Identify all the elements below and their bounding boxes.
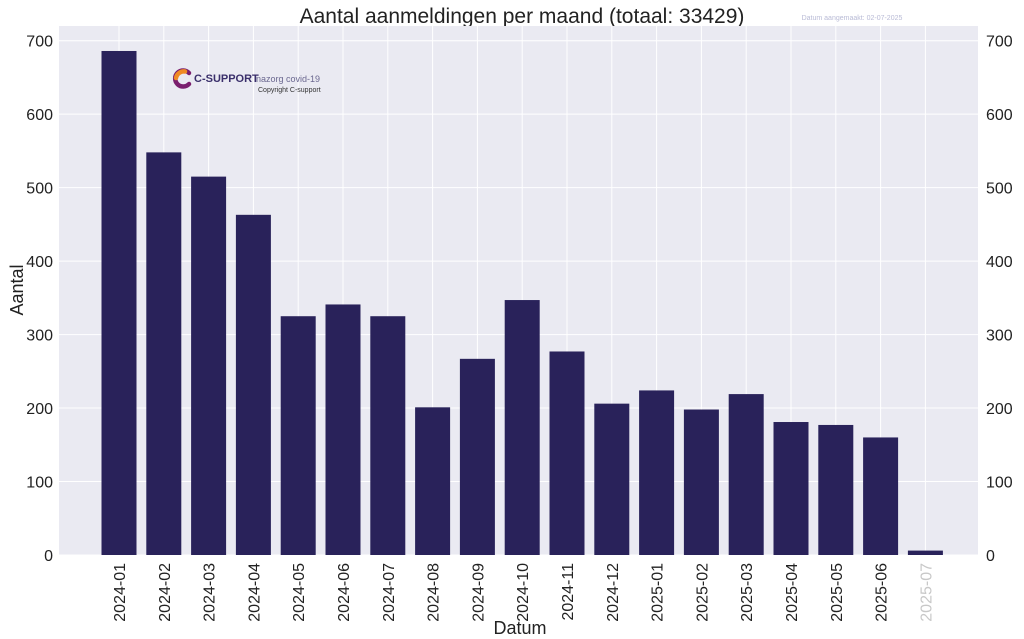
bars	[101, 50, 943, 556]
x-axis: 2024-01 2024-02 2024-03 2024-04 2024-05 2024-…	[112, 563, 935, 622]
y-tick-label-left: 500	[26, 181, 53, 198]
copyright-text: Copyright C-support	[258, 87, 321, 94]
bar-2024-08	[415, 407, 451, 555]
x-tick-label: 2025-06	[874, 563, 891, 622]
x-tick-label: 2024-09	[470, 563, 487, 622]
bar-2025-02	[683, 409, 719, 555]
x-tick-label: 2025-07	[918, 563, 935, 622]
bar-2024-09	[459, 358, 495, 555]
y-tick-label-left: 700	[26, 34, 53, 51]
brand-name: C-SUPPORT	[194, 73, 259, 85]
x-tick-label: 2024-03	[202, 563, 219, 622]
creation-date-note: Datum aangemaakt: 02-07-2025	[802, 15, 903, 22]
bar-2024-10	[504, 300, 540, 555]
y-tick-label-right: 400	[986, 254, 1013, 271]
x-tick-label: 2024-08	[426, 563, 443, 622]
c-support-logo-icon	[173, 68, 192, 89]
bar-2025-03	[728, 394, 764, 555]
chart-title: Aantal aanmeldingen per maand (totaal: 3…	[300, 5, 745, 28]
y-tick-label-right: 500	[986, 181, 1013, 198]
y-tick-label-left: 100	[26, 475, 53, 492]
x-tick-label: 2025-02	[694, 563, 711, 622]
bar-2024-02	[146, 152, 182, 555]
y-tick-label-right: 700	[986, 34, 1013, 51]
bar-2025-04	[773, 422, 809, 555]
x-tick-label: 2024-11	[560, 563, 577, 621]
bar-2025-07	[907, 550, 943, 555]
y-axis-label: Aantal	[7, 264, 27, 315]
bar-2024-05	[280, 316, 316, 555]
x-tick-label: 2024-02	[157, 563, 174, 622]
bar-2024-12	[594, 403, 630, 555]
x-axis-label: Datum	[493, 618, 546, 638]
y-tick-label-left: 200	[26, 401, 53, 418]
x-tick-label: 2025-03	[739, 563, 756, 622]
bar-2024-07	[370, 316, 406, 555]
bar-2024-11	[549, 351, 585, 555]
y-axis-right: 0 100 200 300 400 500 600 700	[986, 34, 1013, 565]
x-tick-label: 2024-12	[605, 563, 622, 622]
y-tick-label-left: 600	[26, 107, 53, 124]
bar-2024-01	[101, 50, 137, 555]
bar-2025-06	[863, 437, 899, 555]
bar-2024-03	[191, 176, 227, 556]
y-tick-label-right: 200	[986, 401, 1013, 418]
x-tick-label: 2024-10	[515, 563, 532, 622]
bar-2024-04	[235, 214, 271, 555]
y-tick-label-left: 0	[44, 548, 53, 565]
x-tick-label: 2024-04	[246, 563, 263, 622]
y-tick-label-right: 300	[986, 328, 1013, 345]
x-tick-label: 2024-05	[291, 563, 308, 622]
y-axis-left: 0 100 200 300 400 500 600 700	[26, 34, 53, 565]
c-support-watermark: C-SUPPORT nazorg covid-19 Copyright C-su…	[173, 68, 321, 94]
bar-2025-05	[818, 424, 854, 555]
y-tick-label-left: 300	[26, 328, 53, 345]
x-tick-label: 2024-01	[112, 563, 129, 622]
bar-2025-01	[639, 390, 675, 555]
x-tick-label: 2024-06	[336, 563, 353, 622]
x-tick-label: 2025-05	[829, 563, 846, 622]
y-tick-label-right: 100	[986, 475, 1013, 492]
y-tick-label-right: 600	[986, 107, 1013, 124]
y-tick-label-left: 400	[26, 254, 53, 271]
x-tick-label: 2024-07	[381, 563, 398, 622]
brand-tagline: nazorg covid-19	[256, 74, 320, 84]
x-tick-label: 2025-01	[650, 563, 667, 622]
y-tick-label-right: 0	[986, 548, 995, 565]
bar-2024-06	[325, 304, 361, 555]
x-tick-label: 2025-04	[784, 563, 801, 622]
